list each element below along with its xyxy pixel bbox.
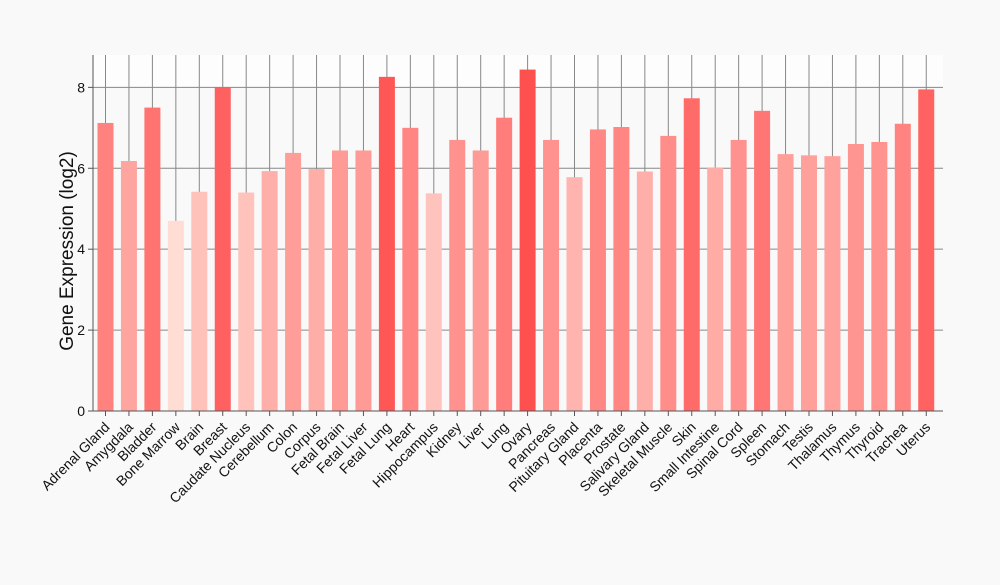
bar [777, 154, 794, 411]
bars [97, 69, 935, 412]
bar [97, 122, 114, 412]
bar [707, 167, 724, 411]
y-tick-label: 8 [77, 79, 85, 95]
bar [566, 177, 583, 411]
bar [285, 152, 302, 411]
bar [847, 144, 864, 411]
y-tick-label: 0 [77, 403, 85, 419]
bar [238, 192, 255, 411]
bar [449, 139, 466, 412]
bar [589, 129, 606, 411]
bar [730, 139, 747, 412]
bar [144, 107, 161, 411]
bar [308, 169, 325, 411]
y-tick-label: 4 [77, 241, 85, 257]
bar [754, 110, 771, 411]
bar [636, 171, 653, 411]
bar [332, 150, 348, 412]
bar [683, 98, 700, 411]
bar [120, 160, 137, 411]
bar [824, 156, 841, 411]
bar [261, 171, 278, 411]
bar [214, 87, 231, 411]
bar [355, 150, 372, 412]
bar [871, 141, 888, 411]
bar [191, 191, 208, 411]
bar [543, 139, 560, 412]
bar [660, 135, 677, 411]
bar [496, 117, 513, 412]
bar [425, 193, 442, 411]
bar [918, 89, 935, 412]
bar [613, 127, 630, 411]
y-tick-label: 6 [77, 160, 85, 176]
bar [378, 76, 395, 411]
bar [894, 123, 911, 411]
bar [519, 69, 536, 412]
y-tick-label: 2 [77, 322, 85, 338]
bar [167, 220, 184, 411]
bar [402, 127, 419, 412]
plot-top-band [93, 55, 943, 88]
bar [472, 150, 489, 412]
bar [801, 155, 817, 411]
y-axis-label: Gene Expression (log2) [57, 151, 78, 351]
